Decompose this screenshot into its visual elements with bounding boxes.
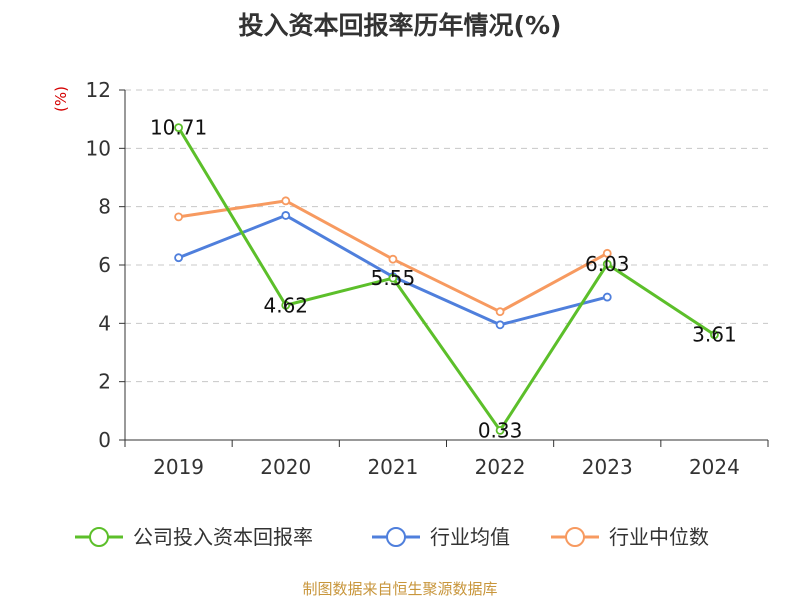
chart-title: 投入资本回报率历年情况(%) xyxy=(238,11,562,40)
series-lines xyxy=(174,123,719,435)
legend-label: 行业中位数 xyxy=(609,525,709,549)
y-tick-label: 12 xyxy=(86,78,111,102)
legend-item-company[interactable]: 公司投入资本回报率 xyxy=(75,525,313,549)
data-point-industry_avg xyxy=(602,292,612,302)
data-point-company xyxy=(495,425,505,435)
data-label: 5.55 xyxy=(371,266,416,290)
legend-swatch-marker xyxy=(386,527,406,547)
data-label: 0.33 xyxy=(478,418,523,442)
legend-item-industry_median[interactable]: 行业中位数 xyxy=(551,525,709,549)
x-tick-label: 2021 xyxy=(367,455,418,479)
data-point-company xyxy=(710,330,719,340)
x-tick-label: 2019 xyxy=(153,455,204,479)
grid-lines xyxy=(125,89,768,383)
data-point-industry_avg xyxy=(281,211,291,220)
legend-swatch-marker xyxy=(565,527,585,547)
legend-label: 行业均值 xyxy=(430,525,510,549)
data-point-company xyxy=(281,300,291,310)
data-point-industry_median xyxy=(602,248,612,258)
y-tick-label: 4 xyxy=(98,311,111,335)
legend[interactable]: 公司投入资本回报率 行业均值 行业中位数 xyxy=(75,525,709,549)
series-line-company xyxy=(177,126,716,432)
data-point-industry_avg xyxy=(174,253,183,263)
data-point-industry_median xyxy=(281,196,291,206)
y-tick-label: 2 xyxy=(98,370,111,394)
x-tick-label: 2022 xyxy=(475,455,526,479)
legend-label: 公司投入资本回报率 xyxy=(133,525,313,549)
x-tick-label: 2023 xyxy=(582,455,633,479)
x-tick-label: 2020 xyxy=(260,455,311,479)
data-point-industry_avg xyxy=(495,320,505,330)
x-tick-label: 2024 xyxy=(689,455,740,479)
data-labels: 10.71 4.62 5.55 0.33 6.03 3.61 xyxy=(150,116,737,443)
data-point-industry_median xyxy=(174,212,183,222)
data-point-industry_median xyxy=(495,307,505,317)
data-label: 6.03 xyxy=(585,252,630,276)
y-tick-label: 6 xyxy=(98,253,111,277)
data-point-company xyxy=(388,273,398,283)
data-label: 4.62 xyxy=(263,293,308,317)
data-source-note: 制图数据来自恒生聚源数据库 xyxy=(302,580,498,598)
legend-swatch-marker xyxy=(89,527,109,547)
y-tick-label: 8 xyxy=(98,195,111,219)
data-point-industry_median xyxy=(388,254,398,264)
data-label: 10.71 xyxy=(150,116,207,140)
axes: 0 2 4 6 8 10 12 2019 2020 2021 2022 2023 2024 xyxy=(86,78,769,479)
data-point-company xyxy=(602,259,612,269)
data-point-company xyxy=(174,123,183,133)
y-tick-label: 0 xyxy=(98,428,111,452)
data-label: 3.61 xyxy=(692,323,737,347)
y-tick-label: 10 xyxy=(86,136,111,160)
legend-item-industry_avg[interactable]: 行业均值 xyxy=(372,525,510,549)
